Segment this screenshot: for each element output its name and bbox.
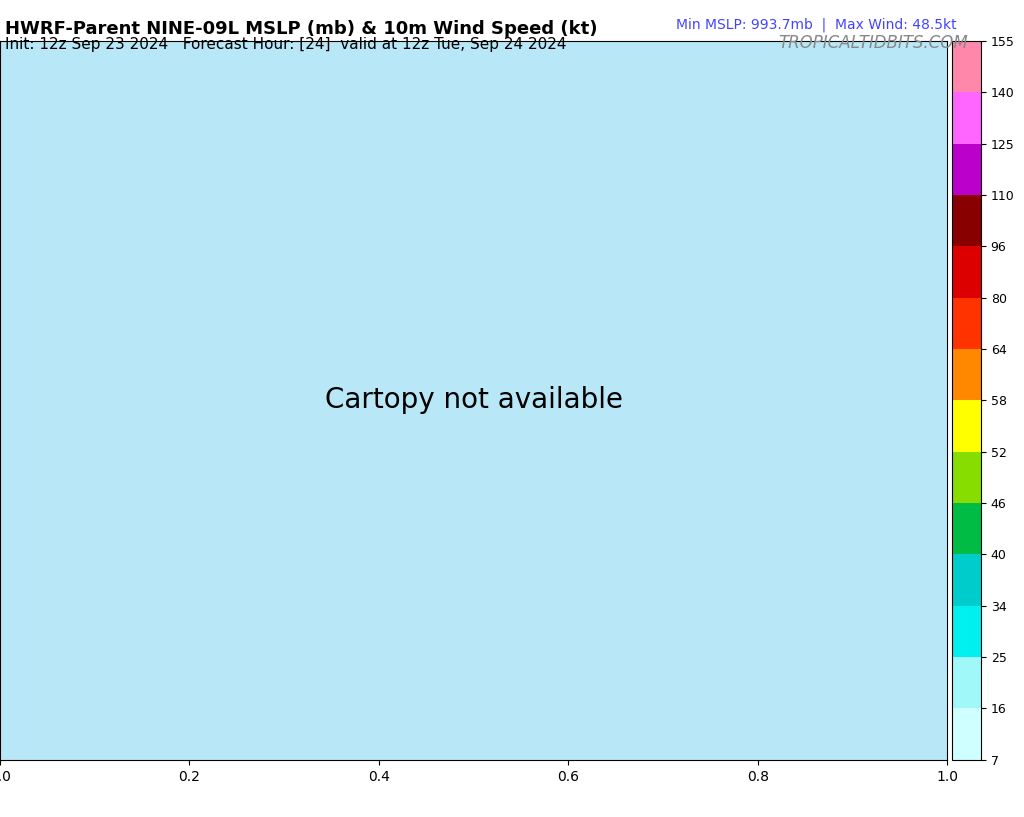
Text: Init: 12z Sep 23 2024   Forecast Hour: [24]  valid at 12z Tue, Sep 24 2024: Init: 12z Sep 23 2024 Forecast Hour: [24… [5,37,566,51]
Text: TROPICALTIDBITS.COM: TROPICALTIDBITS.COM [778,34,968,52]
Text: Min MSLP: 993.7mb  |  Max Wind: 48.5kt: Min MSLP: 993.7mb | Max Wind: 48.5kt [676,18,956,33]
Text: HWRF-Parent NINE-09L MSLP (mb) & 10m Wind Speed (kt): HWRF-Parent NINE-09L MSLP (mb) & 10m Win… [5,20,598,38]
Text: Cartopy not available: Cartopy not available [325,386,623,414]
